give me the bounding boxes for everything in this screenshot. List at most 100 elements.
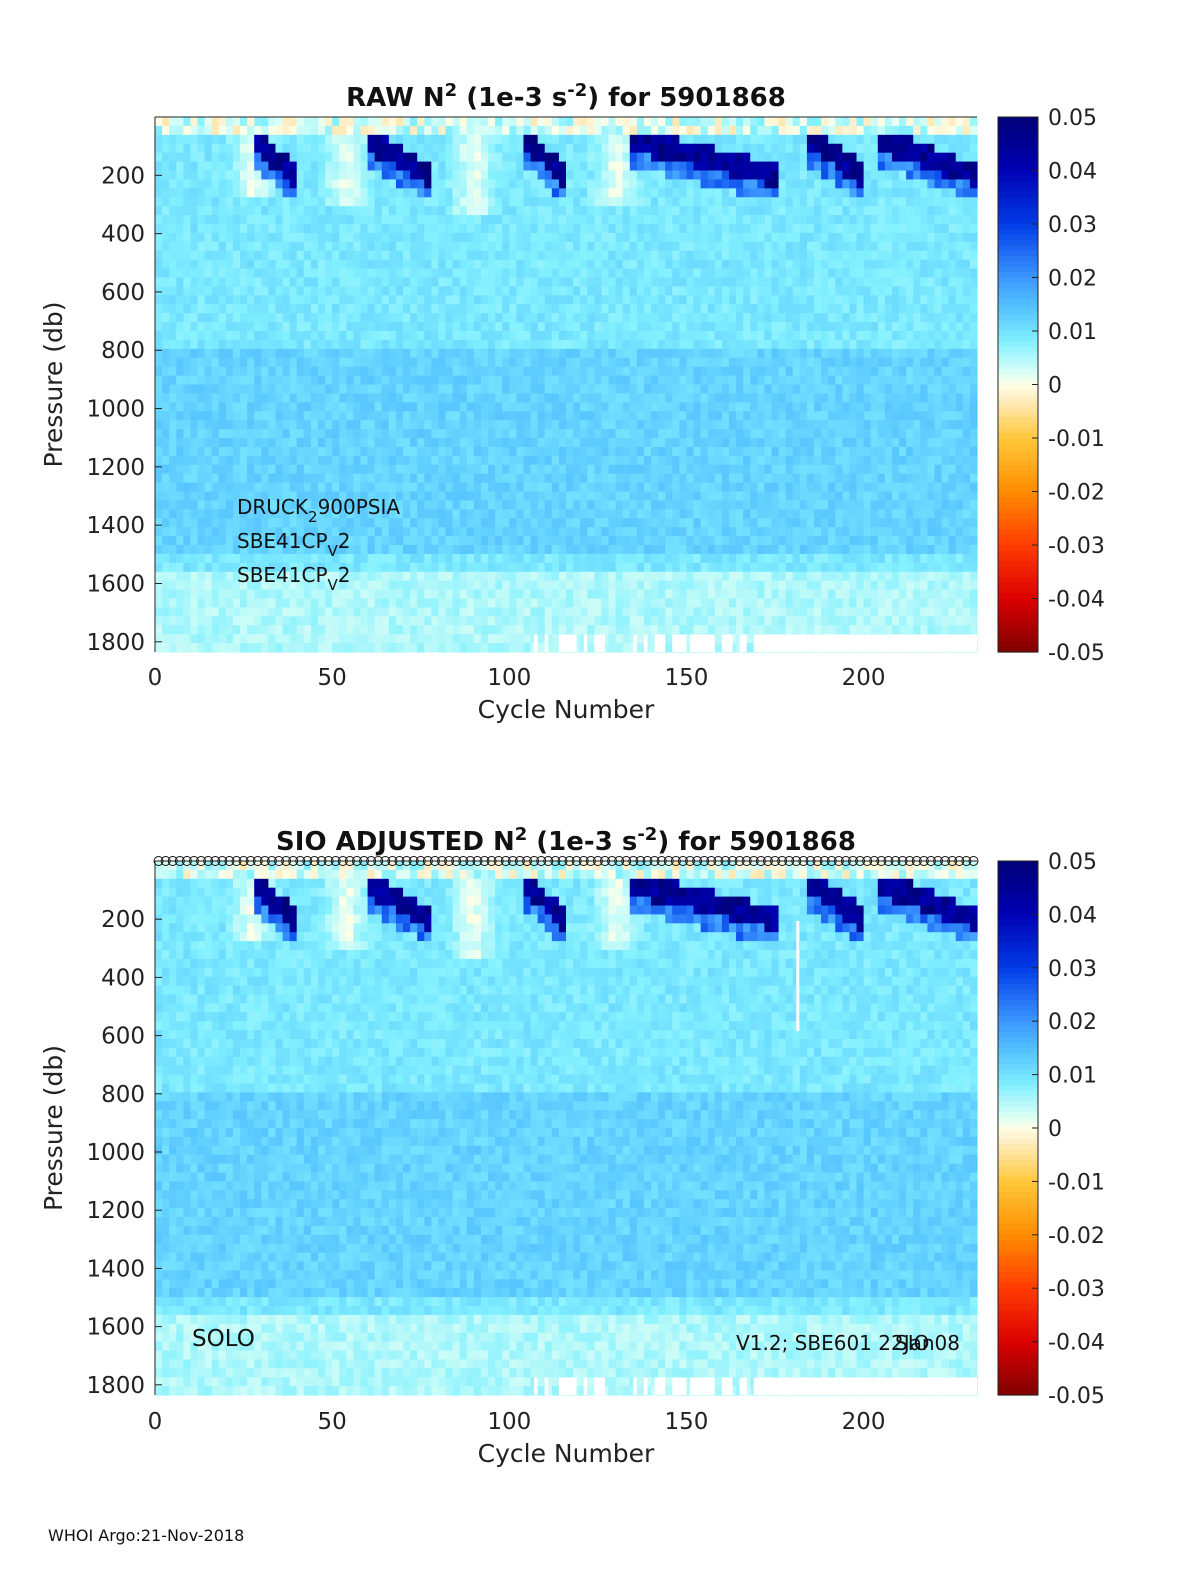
colorbar-tick-label: 0.01 bbox=[1048, 1064, 1097, 1089]
cycle-marker bbox=[344, 856, 355, 866]
cycle-marker bbox=[833, 856, 844, 866]
cycle-marker bbox=[337, 856, 348, 866]
colorbar-tick-label: 0.02 bbox=[1048, 267, 1097, 292]
cycle-marker bbox=[401, 856, 412, 866]
colorbar-tick-label: 0.04 bbox=[1048, 903, 1097, 928]
cycle-marker bbox=[826, 856, 837, 866]
cycle-marker bbox=[890, 856, 901, 866]
sensor-label: SBE41CPV2 bbox=[237, 563, 351, 594]
cycle-marker bbox=[862, 856, 873, 866]
cycle-marker bbox=[422, 856, 433, 866]
colorbar-tick-label: 0.05 bbox=[1048, 850, 1097, 875]
cycle-marker bbox=[911, 856, 922, 866]
cycle-marker bbox=[274, 856, 285, 866]
chart-panel-1: RAW N2 (1e-3 s-2) for 5901868 200 400 600 80… bbox=[39, 80, 1105, 724]
cycle-marker bbox=[784, 856, 795, 866]
cycle-marker bbox=[245, 856, 256, 866]
y-tick-label: 1600 bbox=[86, 571, 145, 597]
cycle-marker bbox=[578, 856, 589, 866]
cycle-marker bbox=[330, 856, 341, 866]
cycle-marker bbox=[819, 856, 830, 866]
colorbar-tick-label: -0.01 bbox=[1048, 427, 1105, 452]
footer-label: WHOI Argo:21-Nov-2018 bbox=[48, 1526, 245, 1545]
x-tick-label: 150 bbox=[665, 665, 709, 691]
cycle-marker bbox=[940, 856, 951, 866]
cycle-marker bbox=[196, 856, 207, 866]
cycle-marker bbox=[550, 856, 561, 866]
cycle-marker bbox=[210, 856, 221, 866]
heatmap-field bbox=[155, 861, 978, 1396]
cycle-marker bbox=[599, 856, 610, 866]
y-tick-label: 1000 bbox=[86, 1140, 145, 1166]
x-tick-label: 100 bbox=[487, 1409, 531, 1435]
cycle-marker bbox=[188, 856, 199, 866]
version-label: V1.2; SBE601 22Jan08 bbox=[736, 1331, 960, 1355]
cycle-marker bbox=[961, 856, 972, 866]
colorbar-tick-label: -0.04 bbox=[1048, 1331, 1105, 1356]
cycle-marker bbox=[855, 856, 866, 866]
cycle-marker bbox=[224, 856, 235, 866]
cycle-marker bbox=[479, 856, 490, 866]
y-tick-label: 1000 bbox=[86, 397, 145, 423]
colorbar-tick-label: 0.03 bbox=[1048, 957, 1097, 982]
cycle-marker bbox=[415, 856, 426, 866]
cycle-marker bbox=[359, 856, 370, 866]
cycle-marker bbox=[628, 856, 639, 866]
cycle-marker bbox=[840, 856, 851, 866]
x-tick-label: 100 bbox=[487, 665, 531, 691]
cycle-marker bbox=[770, 856, 781, 866]
cycle-marker bbox=[883, 856, 894, 866]
cycle-marker bbox=[685, 856, 696, 866]
cycle-marker bbox=[777, 856, 788, 866]
colorbar-tick-label: -0.01 bbox=[1048, 1170, 1105, 1195]
cycle-marker bbox=[642, 856, 653, 866]
x-axis-label: Cycle Number bbox=[478, 1439, 655, 1468]
cycle-marker bbox=[592, 856, 603, 866]
cycle-marker bbox=[692, 856, 703, 866]
heatmap-field bbox=[155, 117, 978, 653]
y-tick-label: 1800 bbox=[86, 1373, 145, 1399]
cycle-marker bbox=[798, 856, 809, 866]
cycle-marker bbox=[968, 856, 979, 866]
chart-title: RAW N2 (1e-3 s-2) for 5901868 bbox=[346, 80, 786, 113]
colorbar-tick-label: -0.03 bbox=[1048, 534, 1105, 559]
cycle-marker bbox=[458, 856, 469, 866]
cycle-marker bbox=[507, 856, 518, 866]
y-axis-label: Pressure (db) bbox=[39, 1045, 68, 1211]
cycle-marker bbox=[522, 856, 533, 866]
y-tick-label: 1800 bbox=[86, 630, 145, 656]
cycle-marker bbox=[295, 856, 306, 866]
y-tick-label: 1600 bbox=[86, 1315, 145, 1341]
cycle-marker bbox=[734, 856, 745, 866]
cycle-marker bbox=[181, 856, 192, 866]
colorbar-tick-label: 0.03 bbox=[1048, 213, 1097, 238]
colorbar-tick-label: 0.04 bbox=[1048, 160, 1097, 185]
cycle-marker bbox=[408, 856, 419, 866]
y-tick-label: 1200 bbox=[86, 455, 145, 481]
cycle-marker bbox=[571, 856, 582, 866]
cycle-marker bbox=[174, 856, 185, 866]
cycle-marker bbox=[649, 856, 660, 866]
cycle-marker bbox=[167, 856, 178, 866]
cycle-marker bbox=[436, 856, 447, 866]
cycle-marker bbox=[309, 856, 320, 866]
cycle-marker bbox=[748, 856, 759, 866]
cycle-marker bbox=[557, 856, 568, 866]
x-tick-label: 200 bbox=[842, 665, 886, 691]
cycle-marker bbox=[302, 856, 313, 866]
colorbar-tick-label: -0.02 bbox=[1048, 481, 1105, 506]
cycle-marker bbox=[514, 856, 525, 866]
cycle-marker bbox=[217, 856, 228, 866]
cycle-marker bbox=[713, 856, 724, 866]
cycle-marker bbox=[493, 856, 504, 866]
colorbar: 0.05 0.04 0.03 0.02 0.01 0 -0.01 -0.02 -0.03 -0.0… bbox=[997, 850, 1105, 1409]
colorbar-tick-label: -0.02 bbox=[1048, 1224, 1105, 1249]
cycle-marker bbox=[444, 856, 455, 866]
cycle-marker bbox=[727, 856, 738, 866]
cycle-marker bbox=[351, 856, 362, 866]
float-type-label: SOLO bbox=[192, 1326, 255, 1352]
x-tick-label: 200 bbox=[842, 1409, 886, 1435]
cycle-marker bbox=[918, 856, 929, 866]
cycle-marker bbox=[585, 856, 596, 866]
colorbar-tick-label: -0.03 bbox=[1048, 1277, 1105, 1302]
